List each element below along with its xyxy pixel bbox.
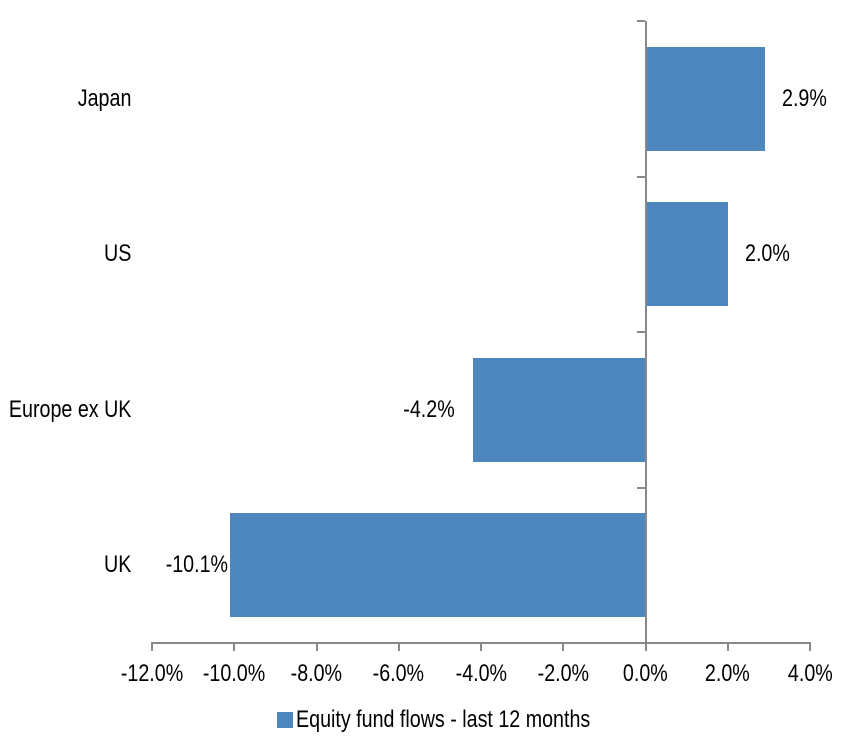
- data-label-europe-ex-uk: -4.2%: [392, 395, 455, 425]
- category-label-us-text: US: [103, 240, 131, 268]
- legend-swatch-icon: [277, 712, 293, 728]
- x-tick-neg12: [151, 644, 153, 651]
- x-tick-0: [644, 644, 647, 651]
- x-tick-label-neg8-text: -8.0%: [290, 660, 343, 687]
- x-tick-label-neg10-text: -10.0%: [203, 660, 266, 687]
- x-tick-label-2-text: 2.0%: [705, 660, 751, 687]
- category-tick-2: [636, 331, 645, 333]
- data-label-uk: -10.1%: [152, 550, 228, 580]
- x-tick-neg4: [480, 644, 482, 651]
- x-tick-label-neg8: -8.0%: [247, 659, 387, 689]
- x-tick-neg10: [233, 644, 236, 651]
- legend-label-text: Equity fund flows - last 12 months: [296, 706, 591, 733]
- x-tick-neg6: [397, 644, 400, 651]
- x-tick-neg8: [315, 644, 318, 651]
- bar-japan: [645, 46, 765, 151]
- legend-label: Equity fund flows - last 12 months: [296, 705, 655, 735]
- x-tick-label-neg6: -6.0%: [329, 659, 469, 689]
- category-tick-0: [636, 20, 645, 22]
- x-tick-label-neg2: -2.0%: [493, 659, 633, 689]
- category-tick-1: [636, 175, 645, 178]
- category-label-uk: UK: [98, 550, 131, 580]
- data-label-uk-text: -10.1%: [165, 551, 229, 579]
- category-tick-3: [636, 486, 645, 489]
- bar-uk: [230, 513, 646, 618]
- category-label-japan-text: Japan: [77, 84, 131, 112]
- x-tick-2: [726, 644, 729, 651]
- x-tick-label-4: 4.0%: [740, 659, 852, 689]
- bar-europe-ex-uk: [472, 357, 646, 462]
- category-label-uk-text: UK: [103, 551, 131, 579]
- y-axis-line: [644, 21, 647, 651]
- data-label-japan-text: 2.9%: [781, 84, 827, 112]
- data-label-us-text: 2.0%: [744, 240, 790, 268]
- x-tick-label-neg4-text: -4.0%: [455, 660, 507, 687]
- data-label-us: 2.0%: [745, 239, 800, 269]
- category-label-us: US: [98, 239, 131, 269]
- bar-us: [645, 202, 728, 307]
- x-tick-neg2: [562, 644, 565, 651]
- category-label-japan: Japan: [66, 84, 131, 114]
- x-tick-label-neg12: -12.0%: [82, 659, 222, 689]
- x-tick-label-4-text: 4.0%: [787, 660, 833, 687]
- x-tick-4: [809, 644, 811, 651]
- x-axis-line: [151, 642, 811, 644]
- x-tick-label-2: 2.0%: [658, 659, 798, 689]
- data-label-japan: 2.9%: [782, 84, 837, 114]
- category-label-europe-ex-uk-text: Europe ex UK: [8, 395, 131, 423]
- category-label-europe-ex-uk: Europe ex UK: [0, 395, 131, 425]
- x-tick-label-0: 0.0%: [576, 659, 716, 689]
- x-tick-label-0-text: 0.0%: [623, 660, 668, 687]
- x-tick-label-neg6-text: -6.0%: [373, 660, 425, 687]
- data-label-europe-ex-uk-text: -4.2%: [403, 395, 455, 423]
- x-tick-label-neg10: -10.0%: [164, 659, 304, 689]
- x-tick-label-neg12-text: -12.0%: [120, 660, 184, 687]
- x-tick-label-neg2-text: -2.0%: [537, 660, 589, 687]
- x-tick-label-neg4: -4.0%: [411, 659, 551, 689]
